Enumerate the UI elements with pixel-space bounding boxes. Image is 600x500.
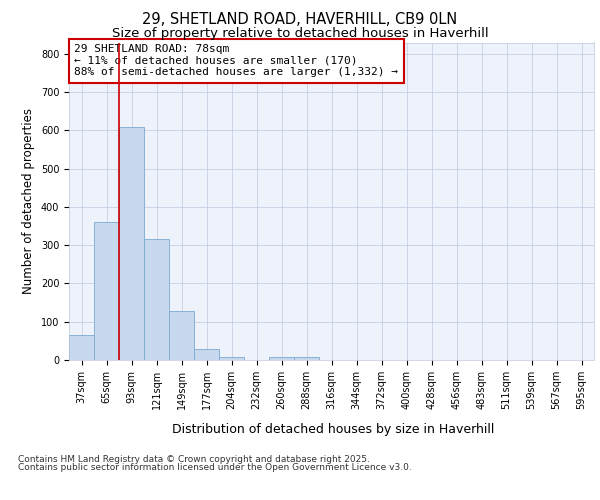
Text: Contains HM Land Registry data © Crown copyright and database right 2025.: Contains HM Land Registry data © Crown c… [18,455,370,464]
Bar [219,357,244,360]
Y-axis label: Number of detached properties: Number of detached properties [22,108,35,294]
Bar [119,128,144,360]
Bar [94,222,119,360]
Text: Contains public sector information licensed under the Open Government Licence v3: Contains public sector information licen… [18,464,412,472]
Text: 29 SHETLAND ROAD: 78sqm
← 11% of detached houses are smaller (170)
88% of semi-d: 29 SHETLAND ROAD: 78sqm ← 11% of detache… [74,44,398,78]
Text: Size of property relative to detached houses in Haverhill: Size of property relative to detached ho… [112,28,488,40]
Text: 29, SHETLAND ROAD, HAVERHILL, CB9 0LN: 29, SHETLAND ROAD, HAVERHILL, CB9 0LN [142,12,458,28]
Bar [144,239,169,360]
Bar [294,357,319,360]
Bar [69,335,94,360]
Bar [269,357,294,360]
Bar [169,311,194,360]
Bar [194,350,219,360]
Text: Distribution of detached houses by size in Haverhill: Distribution of detached houses by size … [172,422,494,436]
